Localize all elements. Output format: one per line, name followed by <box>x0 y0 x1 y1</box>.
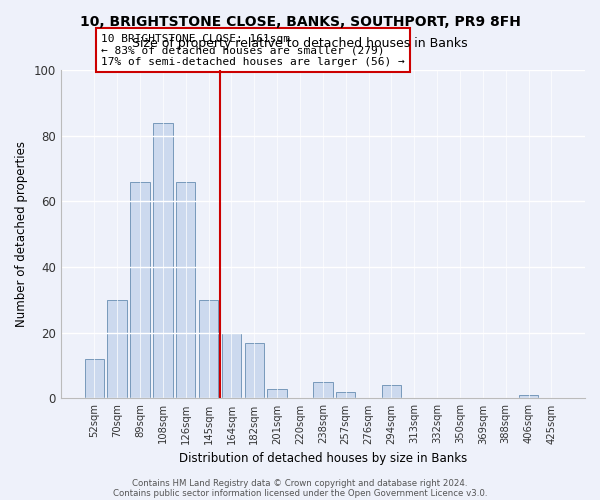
Bar <box>268 388 287 398</box>
Bar <box>153 122 173 398</box>
Bar <box>85 359 104 399</box>
Bar <box>199 300 218 398</box>
Text: Size of property relative to detached houses in Banks: Size of property relative to detached ho… <box>132 38 468 51</box>
Bar <box>107 300 127 398</box>
Bar <box>382 386 401 398</box>
Y-axis label: Number of detached properties: Number of detached properties <box>15 141 28 327</box>
Bar <box>336 392 355 398</box>
Bar <box>221 332 241 398</box>
Bar <box>519 395 538 398</box>
X-axis label: Distribution of detached houses by size in Banks: Distribution of detached houses by size … <box>179 452 467 465</box>
Bar <box>313 382 332 398</box>
Text: 10, BRIGHTSTONE CLOSE, BANKS, SOUTHPORT, PR9 8FH: 10, BRIGHTSTONE CLOSE, BANKS, SOUTHPORT,… <box>80 15 520 29</box>
Text: Contains public sector information licensed under the Open Government Licence v3: Contains public sector information licen… <box>113 488 487 498</box>
Text: Contains HM Land Registry data © Crown copyright and database right 2024.: Contains HM Land Registry data © Crown c… <box>132 478 468 488</box>
Bar <box>130 182 149 398</box>
Bar <box>176 182 196 398</box>
Bar <box>245 342 264 398</box>
Text: 10 BRIGHTSTONE CLOSE: 161sqm
← 83% of detached houses are smaller (279)
17% of s: 10 BRIGHTSTONE CLOSE: 161sqm ← 83% of de… <box>101 34 405 66</box>
